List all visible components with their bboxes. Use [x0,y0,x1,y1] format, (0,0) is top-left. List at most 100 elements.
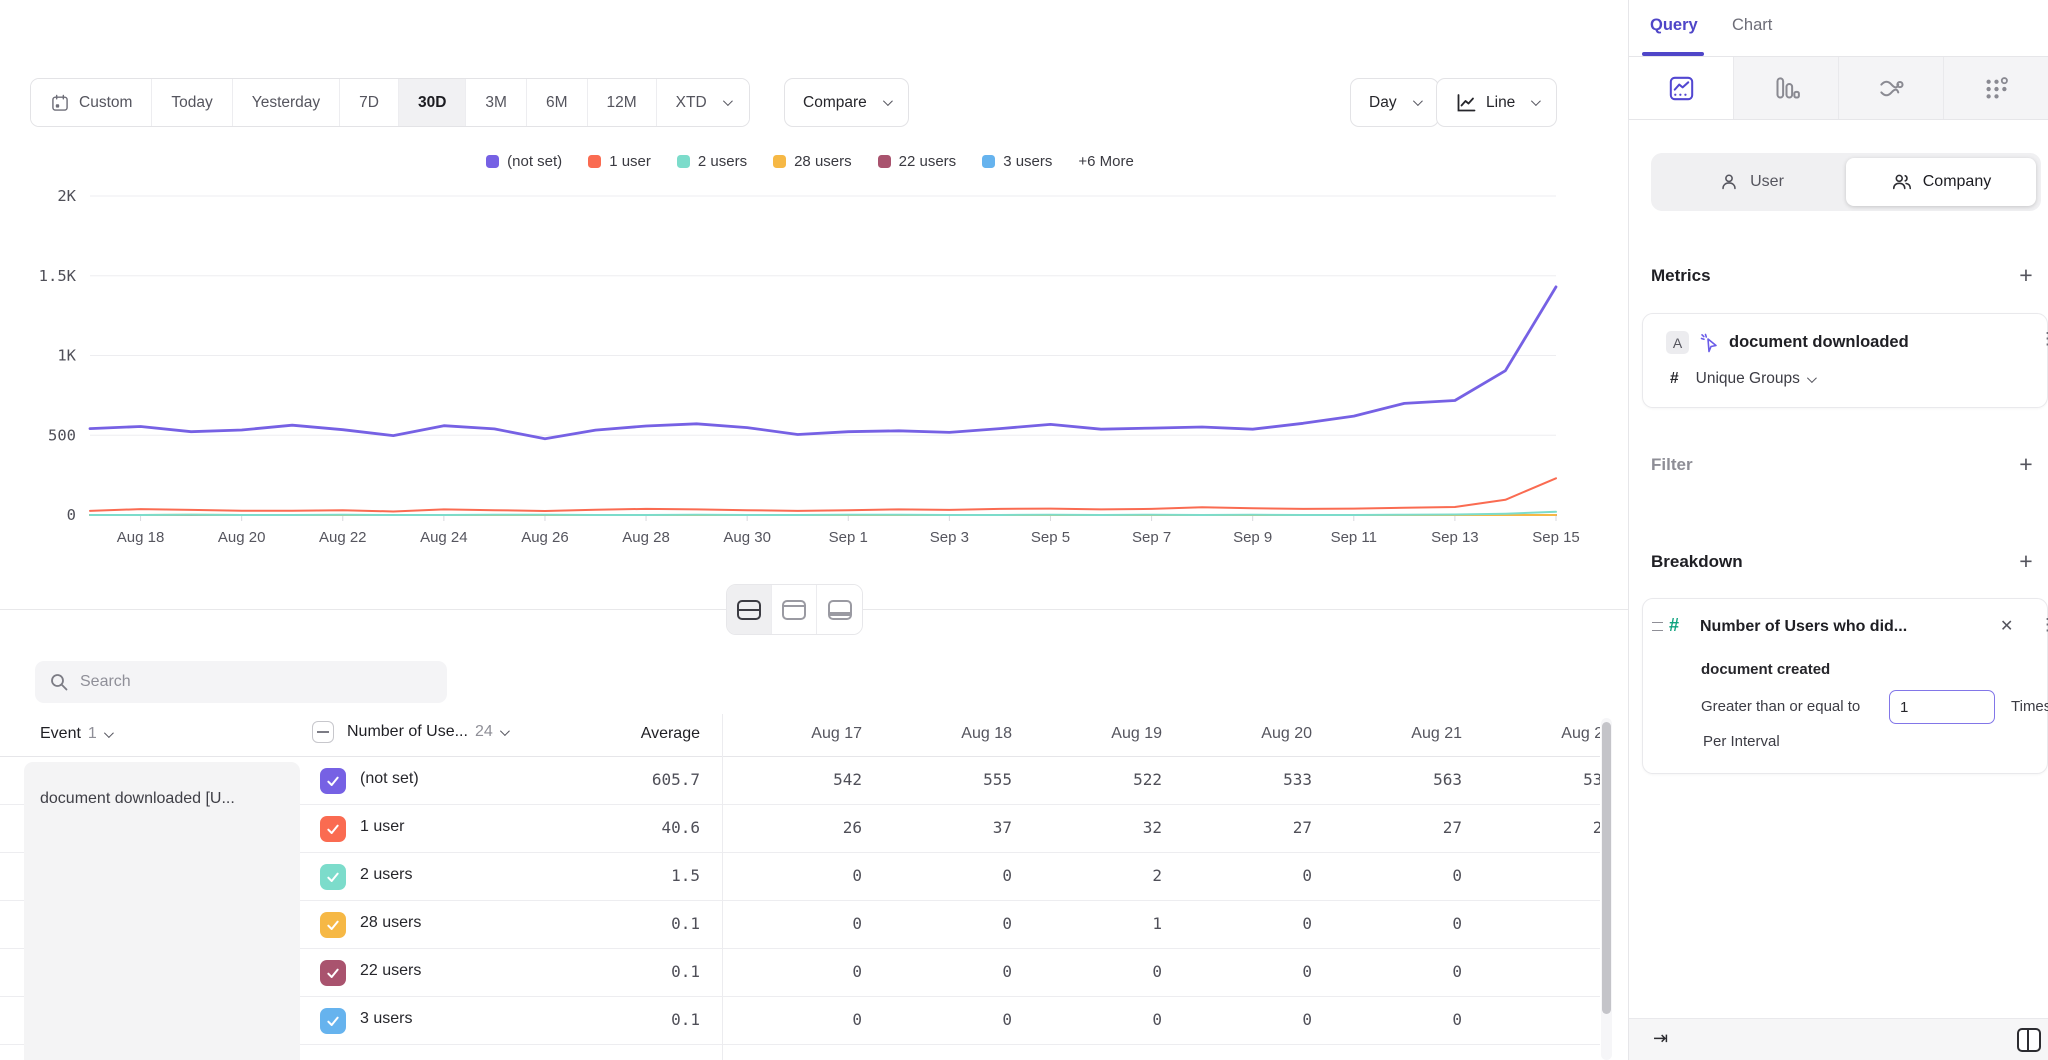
collapse-panel-icon[interactable]: ⇥ [1653,1028,1669,1048]
compare-label: Compare [803,93,867,111]
user-toggle-option[interactable]: User [1656,158,1846,206]
row-checkbox[interactable] [320,912,346,938]
check-icon [327,968,339,978]
range-3m[interactable]: 3M [466,79,527,126]
range-today[interactable]: Today [152,79,233,126]
breakdown-event-name[interactable]: document created [1701,661,1831,678]
row-checkbox[interactable] [320,864,346,890]
tab-chart[interactable]: Chart [1732,16,1773,34]
chart-type-dropdown[interactable]: Line [1436,78,1558,127]
chevron-down-icon [1531,96,1542,107]
legend-more-button[interactable]: +6 More [1078,153,1134,170]
x-axis-label: Aug 20 [218,529,266,546]
layout-table-only-button[interactable] [817,585,862,634]
close-icon[interactable]: ✕ [2000,618,2014,635]
breakdown-value-input[interactable] [1889,690,1995,724]
row-checkbox[interactable] [320,816,346,842]
breakdown-per-interval-label[interactable]: Per Interval [1703,733,1780,750]
metric-measure-dropdown[interactable]: # Unique Groups [1670,370,1817,388]
series-line[interactable] [89,477,1557,513]
chart-type-matrix-tab[interactable] [1944,57,2048,119]
tab-query[interactable]: Query [1650,16,1698,34]
layout-split-button[interactable] [727,585,772,634]
x-axis-label: Sep 9 [1233,529,1272,546]
chart-type-flow-tab[interactable] [1839,57,1944,119]
kebab-menu-icon[interactable]: ⋮ [2039,615,2048,634]
top-view-icon [782,599,806,620]
date-column-header[interactable]: Aug 20 [1261,725,1312,742]
kebab-menu-icon[interactable]: ⋮ [2039,329,2048,348]
range-12m[interactable]: 12M [587,79,657,126]
split-panel-icon[interactable] [2017,1028,2041,1052]
legend-item[interactable]: (not set) [486,153,562,170]
event-header-label: Event [40,725,81,742]
line-chart[interactable]: 0 500 1K 1.5K 2K Aug 18 Aug 20 Aug 22 Aug 24 Aug … [0,140,1628,570]
chart-type-line-tab[interactable] [1629,57,1734,119]
legend-item[interactable]: 22 users [877,153,956,170]
legend-item[interactable]: 2 users [676,153,747,170]
legend-item[interactable]: 3 users [982,153,1052,170]
line-chart-icon [1669,76,1693,100]
average-value: 0.1 [671,914,700,933]
add-filter-button[interactable]: + [2013,451,2039,477]
range-6m[interactable]: 6M [526,79,588,126]
legend-item[interactable]: 1 user [588,153,651,170]
hash-icon: # [1669,615,1680,635]
breakdown-title[interactable]: Number of Users who did... [1700,618,1908,635]
average-column-header[interactable]: Average [640,725,700,742]
date-column-header[interactable]: Aug 21 [1411,725,1462,742]
add-breakdown-button[interactable]: + [2013,548,2039,574]
cell-value: 0 [1002,866,1012,885]
event-name-cell[interactable]: document downloaded [U... [24,762,300,1060]
breakdown-count: 24 [474,723,493,740]
chart-type-bar-tab[interactable] [1734,57,1839,119]
metric-card[interactable]: A document downloaded ⋮ # Unique Groups [1642,313,2048,408]
legend-item[interactable]: 28 users [773,153,852,170]
cell-value: 27 [1292,818,1312,837]
interval-dropdown[interactable]: Day [1350,78,1439,127]
metric-badge: A [1666,331,1689,354]
company-toggle-label: Company [1922,173,1992,190]
row-checkbox[interactable] [320,960,346,986]
breakdown-card[interactable]: # Number of Users who did... ✕ ⋮ documen… [1642,598,2048,774]
x-axis-label: Aug 18 [117,529,165,546]
range-yesterday[interactable]: Yesterday [232,79,341,126]
compare-button[interactable]: Compare [784,78,909,127]
event-column-header[interactable]: Event 1 [40,725,114,743]
layout-chart-only-button[interactable] [772,585,817,634]
search-input[interactable] [80,673,433,691]
range-xtd[interactable]: XTD [656,79,749,126]
search-icon [51,674,68,691]
date-column-header[interactable]: Aug 22 [1561,725,1600,742]
breakdown-column-header[interactable]: Number of Use... 24 [312,721,510,743]
select-all-checkbox[interactable] [312,721,334,743]
chevron-down-icon [722,96,733,107]
range-7d[interactable]: 7D [340,79,399,126]
range-30d[interactable]: 30D [398,79,467,126]
metric-event-name[interactable]: document downloaded [1729,333,1909,351]
range-custom[interactable]: Custom [31,79,153,126]
date-column-header[interactable]: Aug 17 [811,725,862,742]
x-axis-label: Aug 28 [622,529,670,546]
layout-toggle-group [726,584,863,635]
chart-legend: (not set) 1 user 2 users 28 users 22 users 3 … [60,153,1560,170]
date-column-header[interactable]: Aug 18 [961,725,1012,742]
date-column-header[interactable]: Aug 19 [1111,725,1162,742]
cell-value: 2 [1152,866,1162,885]
drag-handle-icon[interactable] [1652,622,1663,631]
cell-value: 1 [1152,914,1162,933]
search-box[interactable] [35,661,447,703]
breakdown-condition-label[interactable]: Greater than or equal to [1701,698,1861,715]
row-checkbox[interactable] [320,1008,346,1034]
filter-heading: Filter [1651,455,1693,474]
row-checkbox[interactable] [320,768,346,794]
table-scrollbar-thumb[interactable] [1602,722,1611,1014]
series-line[interactable] [88,285,1558,441]
add-metric-button[interactable]: + [2013,262,2039,288]
company-toggle-option[interactable]: Company [1846,158,2036,206]
series-line[interactable] [89,510,1557,516]
